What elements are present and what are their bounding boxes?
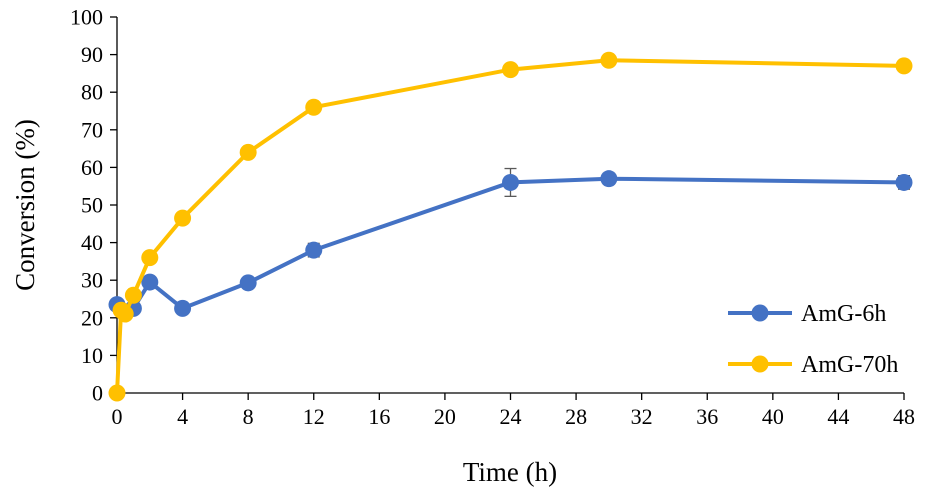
x-tick-label: 48 xyxy=(893,404,915,429)
y-tick-label: 60 xyxy=(81,155,103,180)
data-point-amg-6h xyxy=(895,173,913,191)
data-point-amg-70h xyxy=(239,143,257,161)
y-tick-label: 80 xyxy=(81,80,103,105)
x-tick-label: 24 xyxy=(500,404,522,429)
y-tick-label: 20 xyxy=(81,305,103,330)
data-point-amg-6h xyxy=(239,274,257,292)
y-tick-label: 50 xyxy=(81,193,103,218)
data-point-amg-70h xyxy=(502,61,519,79)
data-point-amg-6h xyxy=(305,241,323,259)
y-tick-label: 40 xyxy=(81,230,103,255)
x-tick-label: 12 xyxy=(303,404,325,429)
y-tick-label: 30 xyxy=(81,268,103,293)
data-point-amg-6h xyxy=(141,273,159,291)
x-tick-label: 8 xyxy=(243,404,254,429)
data-point-amg-70h xyxy=(895,57,913,75)
data-point-amg-6h xyxy=(174,299,192,317)
series-amg-6h xyxy=(108,167,913,321)
y-tick-label: 10 xyxy=(81,343,103,368)
series-line-amg-6h xyxy=(115,176,905,315)
data-point-amg-70h xyxy=(600,51,618,69)
y-tick-label: 90 xyxy=(81,42,103,67)
x-tick-label: 0 xyxy=(112,404,123,429)
data-point-amg-70h xyxy=(108,384,126,402)
data-point-amg-70h xyxy=(174,209,192,227)
legend-label-amg-6h: AmG-6h xyxy=(801,301,886,327)
data-point-amg-6h xyxy=(600,170,618,188)
data-point-amg-70h xyxy=(305,98,323,116)
x-tick-label: 44 xyxy=(827,404,849,429)
x-tick-label: 36 xyxy=(696,404,718,429)
x-axis-title: Time (h) xyxy=(463,457,557,487)
legend-marker-amg-70h xyxy=(751,355,769,373)
legend: AmG-6h AmG-70h xyxy=(728,301,898,378)
y-tick-label: 70 xyxy=(81,117,103,142)
series-line-amg-70h xyxy=(115,58,905,394)
series-amg-70h xyxy=(108,51,913,402)
x-tick-label: 4 xyxy=(177,404,188,429)
x-tick-label: 28 xyxy=(565,404,587,429)
y-tick-label: 100 xyxy=(70,5,103,30)
legend-marker-amg-6h xyxy=(751,304,769,322)
x-tick-label: 16 xyxy=(368,404,390,429)
series-layer xyxy=(108,51,913,402)
y-axis-title: Conversion (%) xyxy=(10,119,40,291)
x-tick-label: 32 xyxy=(631,404,653,429)
legend-label-amg-70h: AmG-70h xyxy=(801,352,898,378)
data-point-amg-6h xyxy=(502,173,519,191)
x-tick-label: 40 xyxy=(762,404,784,429)
x-tick-label: 20 xyxy=(434,404,456,429)
data-point-amg-70h xyxy=(124,286,142,304)
data-point-amg-70h xyxy=(141,249,159,267)
y-tick-label: 0 xyxy=(92,381,103,406)
data-point-amg-70h xyxy=(116,305,134,323)
